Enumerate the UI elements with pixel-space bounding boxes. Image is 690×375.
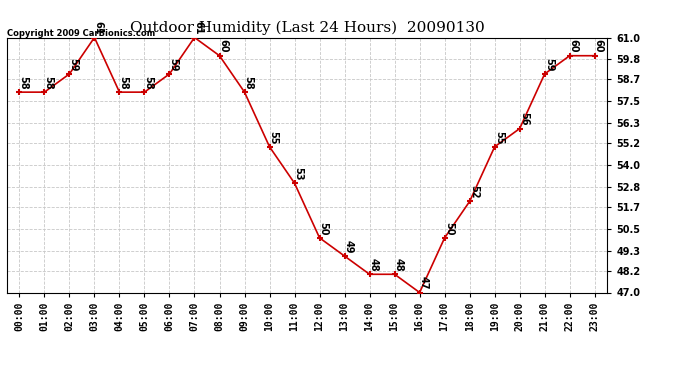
Text: 52: 52 — [469, 185, 479, 199]
Text: 60: 60 — [569, 39, 579, 53]
Text: 58: 58 — [19, 76, 28, 89]
Title: Outdoor Humidity (Last 24 Hours)  20090130: Outdoor Humidity (Last 24 Hours) 2009013… — [130, 21, 484, 35]
Text: 58: 58 — [144, 76, 154, 89]
Text: 58: 58 — [43, 76, 54, 89]
Text: 49: 49 — [344, 240, 354, 253]
Text: 61: 61 — [194, 21, 204, 35]
Text: 48: 48 — [368, 258, 379, 272]
Text: 58: 58 — [119, 76, 128, 89]
Text: 58: 58 — [244, 76, 254, 89]
Text: 59: 59 — [544, 58, 554, 71]
Text: 59: 59 — [68, 58, 79, 71]
Text: 56: 56 — [519, 112, 529, 126]
Text: 55: 55 — [494, 130, 504, 144]
Text: 47: 47 — [419, 276, 428, 290]
Text: 59: 59 — [168, 58, 179, 71]
Text: 60: 60 — [219, 39, 228, 53]
Text: 50: 50 — [319, 222, 328, 235]
Text: 53: 53 — [294, 167, 304, 180]
Text: 60: 60 — [594, 39, 604, 53]
Text: 50: 50 — [444, 222, 454, 235]
Text: 48: 48 — [394, 258, 404, 272]
Text: Copyright 2009 CarBionics.com: Copyright 2009 CarBionics.com — [7, 28, 155, 38]
Text: 61: 61 — [94, 21, 104, 35]
Text: 55: 55 — [268, 130, 279, 144]
